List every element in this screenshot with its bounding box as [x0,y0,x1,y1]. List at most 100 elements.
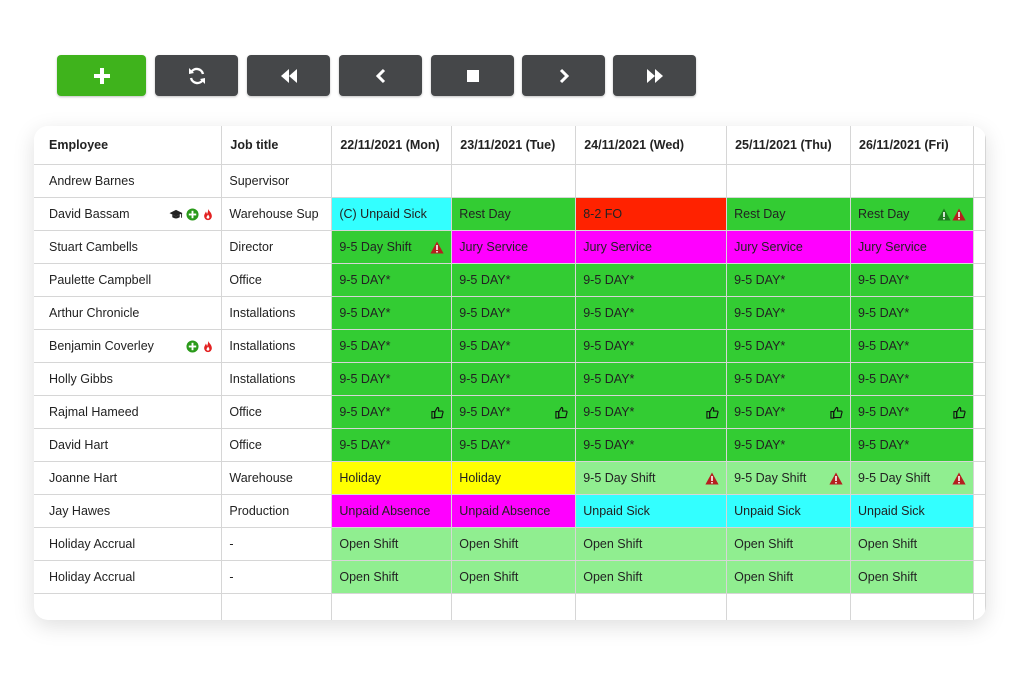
shift-cell[interactable]: Rest Day [726,197,852,231]
shift-cell[interactable]: 9-5 DAY* [331,395,453,429]
shift-cell[interactable] [726,593,852,620]
employee-cell[interactable]: Holiday Accrual [34,560,223,594]
employee-cell[interactable]: Stuart Cambells [34,230,223,264]
warning-red-icon[interactable] [705,472,719,485]
shift-cell[interactable]: (C) Unpaid Sick [331,197,453,231]
shift-cell[interactable]: 9-5 DAY* [575,263,728,297]
employee-cell[interactable]: Arthur Chronicle [34,296,223,330]
shift-cell[interactable]: 9-5 DAY* [331,329,453,363]
shift-cell[interactable]: 9-5 DAY* [726,428,852,462]
job-title-cell[interactable]: Warehouse [221,461,333,495]
job-title-cell[interactable]: Office [221,428,333,462]
job-title-cell[interactable] [221,593,333,620]
shift-cell[interactable]: 9-5 DAY* [451,296,577,330]
shift-cell[interactable]: Open Shift [726,527,852,561]
shift-cell[interactable]: Rest Day [451,197,577,231]
shift-cell[interactable]: Rest Day [850,197,974,231]
warning-red-icon[interactable] [430,241,444,254]
header-day-thu[interactable]: 25/11/2021 (Thu) [726,126,852,165]
shift-cell[interactable]: 9-5 DAY* [575,362,728,396]
shift-cell[interactable]: 8-2 FO [575,197,728,231]
employee-cell[interactable]: Andrew Barnes [34,164,223,198]
thumbs-up-icon[interactable] [830,406,843,419]
shift-cell[interactable]: 9-5 DAY* [575,395,728,429]
employee-cell[interactable]: Joanne Hart [34,461,223,495]
shift-cell[interactable] [331,164,453,198]
shift-cell[interactable]: Unpaid Absence [451,494,577,528]
job-title-cell[interactable]: - [221,527,333,561]
thumbs-up-icon[interactable] [431,406,444,419]
shift-cell[interactable]: Unpaid Sick [575,494,728,528]
shift-cell[interactable]: 9-5 Day Shift [726,461,852,495]
employee-cell[interactable] [34,593,223,620]
shift-cell[interactable]: 9-5 DAY* [850,362,974,396]
shift-cell[interactable] [850,164,974,198]
employee-cell[interactable]: Benjamin Coverley [34,329,223,363]
thumbs-up-icon[interactable] [706,406,719,419]
shift-cell[interactable] [331,593,453,620]
header-job-title[interactable]: Job title [221,126,333,165]
shift-cell[interactable]: 9-5 DAY* [850,329,974,363]
job-title-cell[interactable]: Supervisor [221,164,333,198]
shift-cell[interactable]: 9-5 DAY* [451,263,577,297]
warning-red-icon[interactable] [952,472,966,485]
job-title-cell[interactable]: Production [221,494,333,528]
shift-cell[interactable]: 9-5 DAY* [726,395,852,429]
next-button[interactable] [522,55,605,96]
shift-cell[interactable]: 9-5 DAY* [331,263,453,297]
shift-cell[interactable]: Unpaid Sick [850,494,974,528]
shift-cell[interactable]: 9-5 DAY* [726,362,852,396]
employee-cell[interactable]: Rajmal Hameed [34,395,223,429]
shift-cell[interactable]: Open Shift [451,527,577,561]
employee-cell[interactable]: David Hart [34,428,223,462]
shift-cell[interactable]: 9-5 DAY* [726,329,852,363]
shift-cell[interactable]: 9-5 DAY* [850,428,974,462]
shift-cell[interactable]: Open Shift [726,560,852,594]
shift-cell[interactable]: 9-5 DAY* [451,329,577,363]
shift-cell[interactable]: Open Shift [850,560,974,594]
rewind-button[interactable] [247,55,330,96]
shift-cell[interactable]: 9-5 Day Shift [331,230,453,264]
header-day-tue[interactable]: 23/11/2021 (Tue) [451,126,577,165]
shift-cell[interactable]: 9-5 DAY* [850,296,974,330]
shift-cell[interactable]: Open Shift [331,527,453,561]
shift-cell[interactable] [726,164,852,198]
job-title-cell[interactable]: Installations [221,362,333,396]
shift-cell[interactable]: Jury Service [850,230,974,264]
shift-cell[interactable]: Jury Service [451,230,577,264]
shift-cell[interactable]: 9-5 Day Shift [850,461,974,495]
add-button[interactable] [57,55,146,96]
shift-cell[interactable]: Open Shift [331,560,453,594]
shift-cell[interactable]: 9-5 DAY* [726,296,852,330]
shift-cell[interactable]: Open Shift [575,560,728,594]
shift-cell[interactable] [575,164,728,198]
employee-cell[interactable]: David Bassam [34,197,223,231]
thumbs-up-icon[interactable] [555,406,568,419]
job-title-cell[interactable]: Installations [221,329,333,363]
job-title-cell[interactable]: Warehouse Sup [221,197,333,231]
shift-cell[interactable]: Holiday [451,461,577,495]
shift-cell[interactable]: Open Shift [451,560,577,594]
shift-cell[interactable]: Open Shift [575,527,728,561]
job-title-cell[interactable]: Office [221,263,333,297]
job-title-cell[interactable]: Office [221,395,333,429]
shift-cell[interactable]: 9-5 Day Shift [575,461,728,495]
employee-cell[interactable]: Holly Gibbs [34,362,223,396]
shift-cell[interactable]: 9-5 DAY* [575,329,728,363]
shift-cell[interactable]: Holiday [331,461,453,495]
header-employee[interactable]: Employee [34,126,223,165]
shift-cell[interactable] [451,593,577,620]
shift-cell[interactable]: Jury Service [726,230,852,264]
shift-cell[interactable]: Unpaid Absence [331,494,453,528]
shift-cell[interactable]: 9-5 DAY* [575,296,728,330]
shift-cell[interactable]: 9-5 DAY* [575,428,728,462]
warning-red-icon[interactable] [952,208,966,221]
shift-cell[interactable]: 9-5 DAY* [850,263,974,297]
shift-cell[interactable]: 9-5 DAY* [726,263,852,297]
fast-forward-button[interactable] [613,55,696,96]
shift-cell[interactable]: Jury Service [575,230,728,264]
job-title-cell[interactable]: - [221,560,333,594]
shift-cell[interactable]: Unpaid Sick [726,494,852,528]
shift-cell[interactable]: 9-5 DAY* [331,428,453,462]
shift-cell[interactable]: 9-5 DAY* [451,362,577,396]
